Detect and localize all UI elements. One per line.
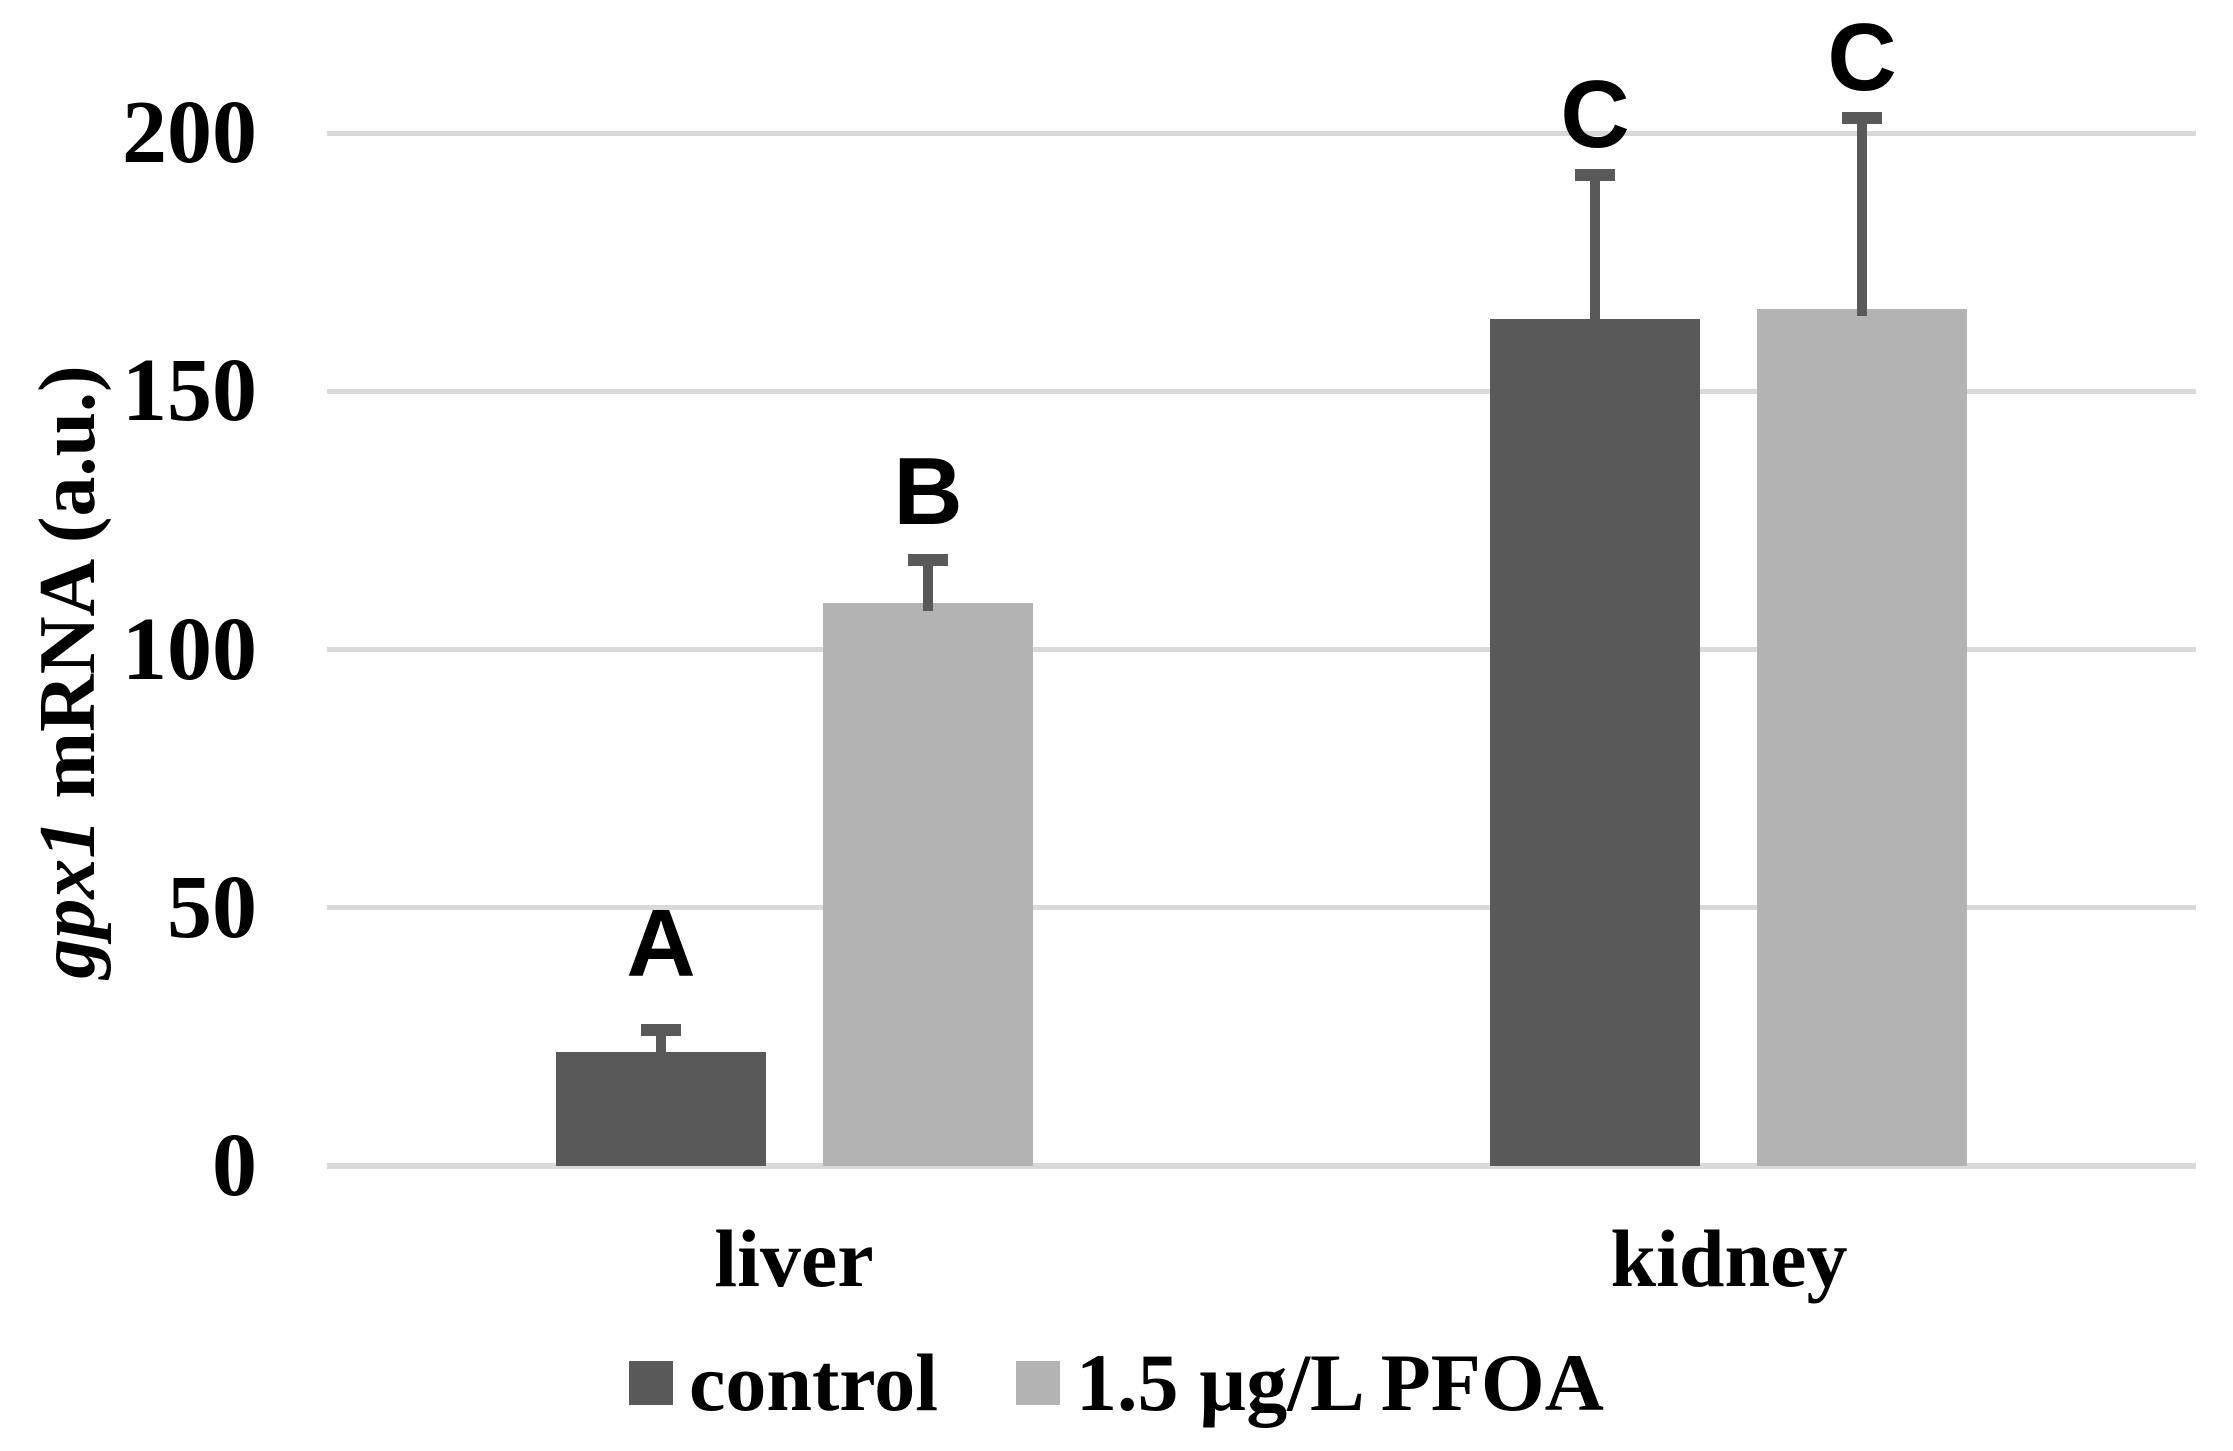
bar-kidney-control: [1490, 319, 1700, 1166]
x-axis-label-liver: liver: [714, 1213, 874, 1304]
error-bar-cap: [908, 554, 948, 566]
error-bar-line: [1590, 169, 1600, 327]
error-bar-cap: [1575, 169, 1615, 181]
gridline-150: [327, 389, 2196, 394]
gridline-200: [327, 131, 2196, 136]
gridline-100: [327, 647, 2196, 652]
bar-liver-control: [556, 1052, 766, 1166]
significance-letter-C-kidney: C: [1560, 61, 1630, 168]
legend-swatch-control: [629, 1361, 673, 1405]
significance-letter-C-kidney: C: [1827, 4, 1897, 111]
legend-swatch-pfoa: [1016, 1361, 1061, 1405]
legend-label-pfoa: 1.5 µg/L PFOA: [1076, 1337, 1604, 1428]
y-tick-label-150: 150: [122, 341, 257, 440]
error-bar-line: [923, 554, 933, 611]
significance-letter-A-liver: A: [626, 890, 696, 997]
y-tick-label-100: 100: [122, 600, 257, 699]
x-axis-baseline: [327, 1163, 2196, 1169]
error-bar-line: [656, 1024, 666, 1060]
significance-letter-B-liver: B: [893, 438, 963, 545]
y-tick-label-0: 0: [212, 1116, 257, 1215]
error-bar-cap: [1842, 112, 1882, 124]
legend: control 1.5 µg/L PFOA: [629, 1338, 1604, 1428]
y-tick-label-200: 200: [122, 83, 257, 182]
x-axis-label-kidney: kidney: [1610, 1213, 1848, 1304]
legend-label-control: control: [689, 1337, 939, 1428]
gridline-50: [327, 905, 2196, 910]
bar-liver-pfoa: [823, 603, 1033, 1166]
error-bar-cap: [641, 1024, 681, 1036]
bar-kidney-pfoa: [1757, 309, 1967, 1166]
y-tick-label-50: 50: [167, 858, 257, 957]
legend-spacer: [938, 1383, 1016, 1384]
error-bar-line: [1857, 112, 1867, 316]
